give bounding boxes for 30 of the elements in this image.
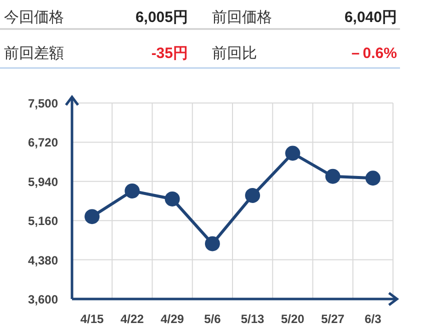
x-tick-label: 5/6 [204,312,222,326]
x-tick-label: 4/22 [120,312,144,326]
point [285,146,300,161]
text: 前回差額 [4,45,64,62]
text: -35円 [151,45,188,62]
y-tick-label: 4,380 [28,253,58,268]
x-tick-label: 5/27 [321,312,345,326]
point [245,188,260,203]
text: 前回比 [212,45,257,62]
text: 6,040円 [344,9,397,26]
y-tick-label: 7,500 [28,96,58,110]
y-tick-label: 3,600 [28,292,58,306]
text: 前回価格 [212,9,272,26]
text: 今回価格 [4,9,64,26]
point [84,209,100,224]
text: 6,005円 [135,9,188,26]
point [365,170,380,186]
text: －0.6% [348,45,397,62]
x-tick-label: 4/29 [160,312,184,326]
x-tick-label: 6/3 [364,312,382,326]
point [124,183,140,198]
point [164,191,180,206]
point [204,236,220,252]
point [325,168,340,184]
y-tick-label: 5,160 [28,214,58,228]
x-tick-label: 5/13 [240,312,265,326]
x-tick-label: 5/20 [281,312,305,326]
y-tick-label: 6,720 [28,136,58,150]
x-tick-label: 4/15 [80,312,104,326]
y-tick-label: 5,940 [28,174,58,189]
